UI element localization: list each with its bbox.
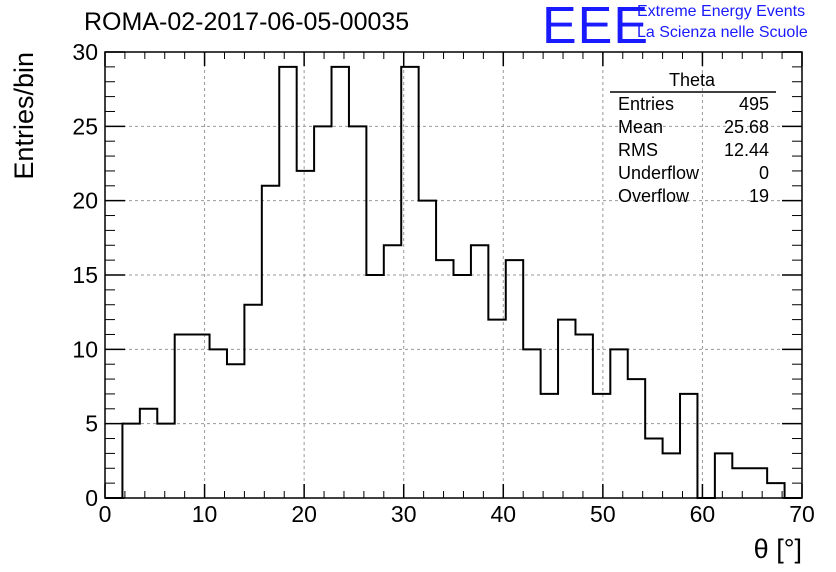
stats-row-value: 495 xyxy=(739,94,769,114)
histogram-series-theta xyxy=(105,65,802,499)
y-tick-label: 0 xyxy=(85,485,98,511)
x-tick-label: 50 xyxy=(590,501,616,527)
tick-labels: 0 10 20 30 40 50 60 70 0 5 10 15 20 25 30 xyxy=(72,39,814,527)
plot-frame xyxy=(104,51,803,499)
y-axis-label: Entries/bin xyxy=(9,52,39,180)
stats-row-value: 19 xyxy=(749,186,769,206)
y-tick-label: 15 xyxy=(72,262,98,288)
x-tick-label: 0 xyxy=(99,501,112,527)
y-tick-label: 30 xyxy=(72,39,98,65)
x-tick-label: 60 xyxy=(690,501,716,527)
x-tick-label: 20 xyxy=(291,501,317,527)
y-tick-label: 10 xyxy=(72,336,98,362)
x-tick-label: 10 xyxy=(192,501,218,527)
x-axis-label: θ [°] xyxy=(754,534,802,564)
stats-row-label: Underflow xyxy=(618,163,700,183)
y-tick-label: 25 xyxy=(72,113,98,139)
y-tick-label: 20 xyxy=(72,188,98,214)
stats-box: Theta Entries 495 Mean 25.68 RMS 12.44 Underfl… xyxy=(610,70,776,206)
stats-row-value: 0 xyxy=(759,163,769,183)
stats-row-value: 25.68 xyxy=(724,117,769,137)
stats-row-label: Overflow xyxy=(618,186,690,206)
logo-line-2: La Scienza nelle Scuole xyxy=(637,24,808,41)
eee-logo: EEE xyxy=(542,0,650,55)
x-tick-label: 40 xyxy=(490,501,516,527)
stats-row-label: Mean xyxy=(618,117,663,137)
x-tick-label: 30 xyxy=(391,501,417,527)
stats-row-label: RMS xyxy=(618,140,658,160)
stats-title: Theta xyxy=(669,70,716,90)
chart-title: ROMA-02-2017-06-05-00035 xyxy=(84,8,410,36)
logo-line-1: Extreme Energy Events xyxy=(637,3,806,20)
stats-row-value: 12.44 xyxy=(724,140,769,160)
y-tick-label: 5 xyxy=(85,411,98,437)
stats-row-label: Entries xyxy=(618,94,674,114)
x-tick-label: 70 xyxy=(789,501,815,527)
grid-lines xyxy=(105,52,802,498)
